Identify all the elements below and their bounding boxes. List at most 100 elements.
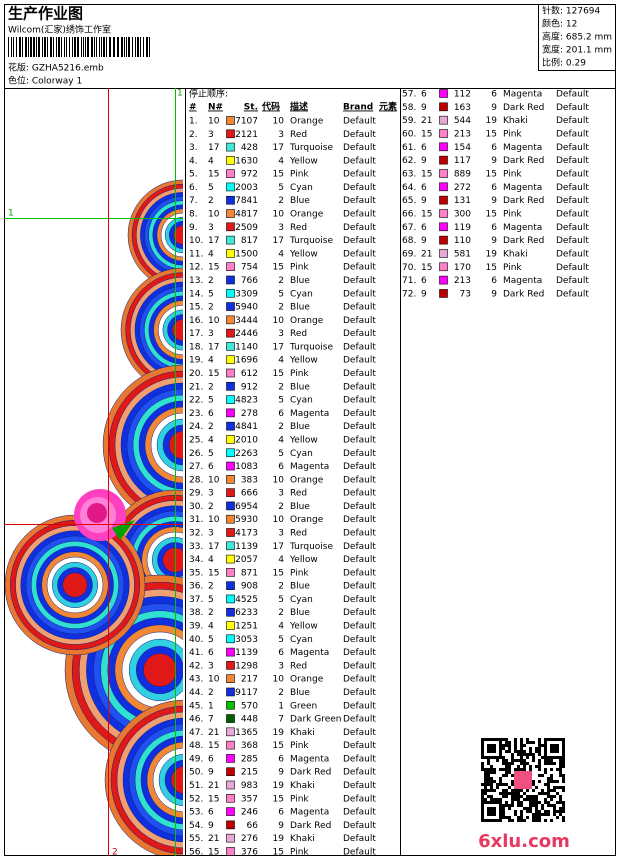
qr-cell: [529, 768, 532, 771]
watermark: 6xlu.com: [478, 831, 570, 852]
stitches: 73: [460, 289, 471, 299]
qr-cell: [484, 780, 487, 783]
row-index: 28.: [189, 475, 203, 485]
qr-cell: [553, 780, 556, 783]
brand: Default: [556, 169, 589, 179]
row-index: 48.: [189, 741, 203, 751]
stitches: 1365: [235, 728, 258, 738]
description: Pink: [290, 568, 309, 578]
qr-cell: [550, 768, 553, 771]
color-swatch: [226, 315, 235, 325]
qr-cell: [493, 771, 496, 774]
qr-cell: [481, 744, 484, 747]
needle: 3: [208, 661, 214, 671]
qr-cell: [523, 750, 526, 753]
description: Magenta: [290, 409, 329, 419]
needle: 17: [208, 342, 219, 352]
qr-cell: [487, 780, 490, 783]
code: 2: [278, 196, 284, 206]
needle: 15: [208, 263, 219, 273]
bar: [38, 37, 40, 57]
qr-cell: [520, 759, 523, 762]
needle: 6: [421, 183, 427, 193]
qr-cell: [535, 798, 538, 801]
qr-cell: [496, 756, 499, 759]
row-index: 2.: [189, 130, 198, 140]
needle: 9: [421, 196, 427, 206]
brand: Default: [556, 289, 589, 299]
row-index: 17.: [189, 329, 203, 339]
bar: [121, 37, 123, 57]
qr-cell: [487, 789, 490, 792]
qr-cell: [562, 807, 565, 810]
qr-cell: [520, 756, 523, 759]
qr-cell: [508, 771, 511, 774]
color-swatch: [439, 129, 448, 138]
qr-cell: [547, 789, 550, 792]
brand: Default: [343, 369, 376, 379]
qr-cell: [508, 741, 511, 744]
qr-cell: [538, 780, 541, 783]
color-swatch: [226, 368, 235, 378]
qr-cell: [505, 759, 508, 762]
description: Yellow: [289, 249, 318, 259]
qr-cell: [481, 768, 484, 771]
brand: Default: [343, 834, 376, 844]
qr-cell: [535, 816, 538, 819]
info-line: 颜色: 12: [542, 18, 577, 30]
embroidery-preview: [5, 179, 183, 855]
row-index: 58.: [402, 103, 416, 113]
stitches: 131: [454, 196, 471, 206]
needle: 1: [208, 701, 214, 711]
qr-cell: [520, 747, 523, 750]
description: Pink: [503, 129, 522, 139]
qr-cell: [508, 786, 511, 789]
barcode: [8, 37, 150, 57]
design-file: 花版: GZHA5216.emb: [8, 62, 104, 74]
qr-cell: [532, 804, 535, 807]
row-index: 54.: [189, 821, 203, 831]
qr-cell: [538, 750, 541, 753]
brand: Default: [556, 249, 589, 259]
qr-cell: [496, 783, 499, 786]
brand: Default: [343, 528, 376, 538]
needle: 21: [421, 116, 432, 126]
brand: Default: [343, 821, 376, 831]
needle: 4: [208, 555, 214, 565]
code: 6: [278, 462, 284, 472]
qr-cell: [481, 807, 484, 810]
qr-cell: [511, 780, 514, 783]
stitches: 6954: [235, 502, 258, 512]
description: Orange: [290, 210, 324, 220]
needle: 3: [208, 130, 214, 140]
description: Red: [290, 329, 307, 339]
stitches: 119: [454, 223, 471, 233]
code: 6: [491, 183, 497, 193]
qr-cell: [502, 795, 505, 798]
color-swatch: [226, 727, 235, 737]
qr-cell: [532, 753, 535, 756]
qr-cell: [547, 759, 550, 762]
code: 3: [278, 223, 284, 233]
code: 15: [273, 369, 284, 379]
qr-cell: [493, 798, 496, 801]
code: 6: [491, 223, 497, 233]
qr-cell: [562, 750, 565, 753]
qr-cell: [499, 777, 502, 780]
needle: 4: [208, 435, 214, 445]
stitches: 7107: [235, 117, 258, 127]
row-index: 50.: [189, 768, 203, 778]
row-index: 22.: [189, 396, 203, 406]
qr-cell: [514, 744, 517, 747]
brand: Default: [343, 794, 376, 804]
color-swatch: [226, 793, 235, 803]
qr-cell: [517, 819, 520, 822]
qr-cell: [553, 804, 556, 807]
row-index: 65.: [402, 196, 416, 206]
qr-cell: [490, 801, 493, 804]
qr-cell: [499, 780, 502, 783]
qr-cell: [502, 789, 505, 792]
row-index: 36.: [189, 582, 203, 592]
qr-cell: [541, 807, 544, 810]
